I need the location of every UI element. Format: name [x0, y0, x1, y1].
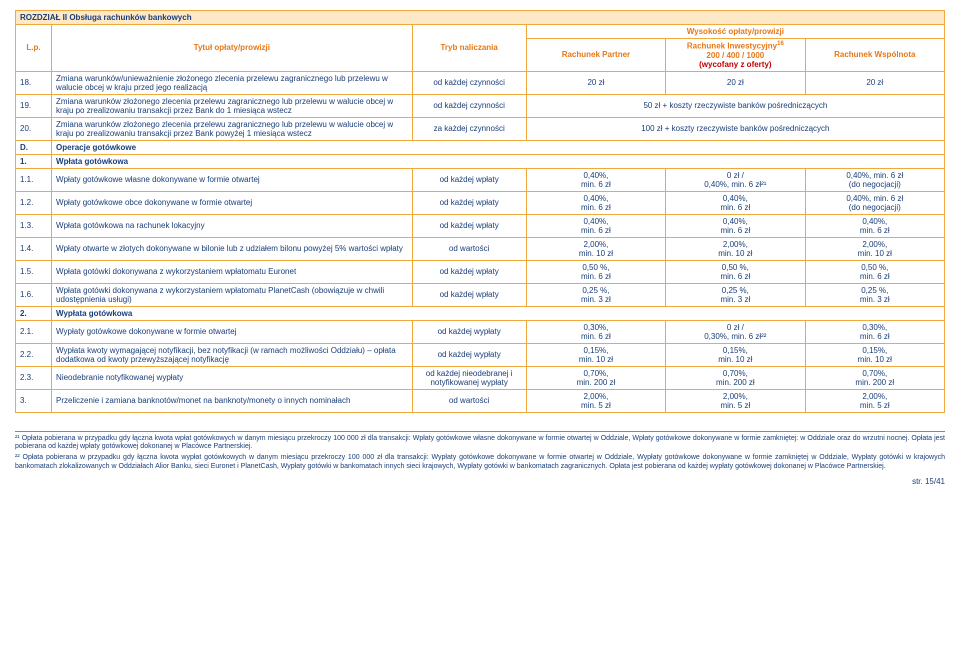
footnotes: ²¹ Opłata pobierana w przypadku gdy łącz… — [15, 431, 945, 472]
header-col1: Rachunek Partner — [526, 39, 665, 72]
section-title: ROZDZIAŁ II Obsługa rachunków bankowych — [16, 11, 945, 25]
footnote-22: ²² Opłata pobierana w przypadku gdy łącz… — [15, 454, 945, 472]
header-lp: L.p. — [16, 25, 52, 72]
table-row: 1.2. Wpłaty gotówkowe obce dokonywane w … — [16, 191, 945, 214]
header-col2: Rachunek Inwestycyjny16 200 / 400 / 1000… — [666, 39, 805, 72]
table-row: 18. Zmiana warunków/unieważnienie złożon… — [16, 71, 945, 94]
subsection-2: 2. Wypłata gotówkowa — [16, 306, 945, 320]
table-row: 2.1. Wypłaty gotówkowe dokonywane w form… — [16, 320, 945, 343]
table-row: 3. Przeliczenie i zamiana banknotów/mone… — [16, 389, 945, 412]
footnote-21: ²¹ Opłata pobierana w przypadku gdy łącz… — [15, 435, 945, 453]
header-col3: Rachunek Wspólnota — [805, 39, 944, 72]
table-row: 1.6. Wpłata gotówki dokonywana z wykorzy… — [16, 283, 945, 306]
table-row: 2.3. Nieodebranie notyfikowanej wypłaty … — [16, 366, 945, 389]
header-title: Tytuł opłaty/prowizji — [52, 25, 413, 72]
header-tryb: Tryb naliczania — [412, 25, 526, 72]
table-row: 1.5. Wpłata gotówki dokonywana z wykorzy… — [16, 260, 945, 283]
table-row: 1.3. Wpłata gotówkowa na rachunek lokacy… — [16, 214, 945, 237]
table-row: 2.2. Wypłata kwoty wymagającej notyfikac… — [16, 343, 945, 366]
table-row: 19. Zmiana warunków złożonego zlecenia p… — [16, 94, 945, 117]
page-number: str. 15/41 — [15, 477, 945, 486]
subsection-1: 1. Wpłata gotówkowa — [16, 154, 945, 168]
table-row: 1.1. Wpłaty gotówkowe własne dokonywane … — [16, 168, 945, 191]
table-row: 1.4. Wpłaty otwarte w złotych dokonywane… — [16, 237, 945, 260]
subsection-d: D. Operacje gotówkowe — [16, 140, 945, 154]
header-row-1: L.p. Tytuł opłaty/prowizji Tryb naliczan… — [16, 25, 945, 39]
fee-table: ROZDZIAŁ II Obsługa rachunków bankowych … — [15, 10, 945, 413]
table-row: 20. Zmiana warunków złożonego zlecenia p… — [16, 117, 945, 140]
header-top-right: Wysokość opłaty/prowizji — [526, 25, 944, 39]
